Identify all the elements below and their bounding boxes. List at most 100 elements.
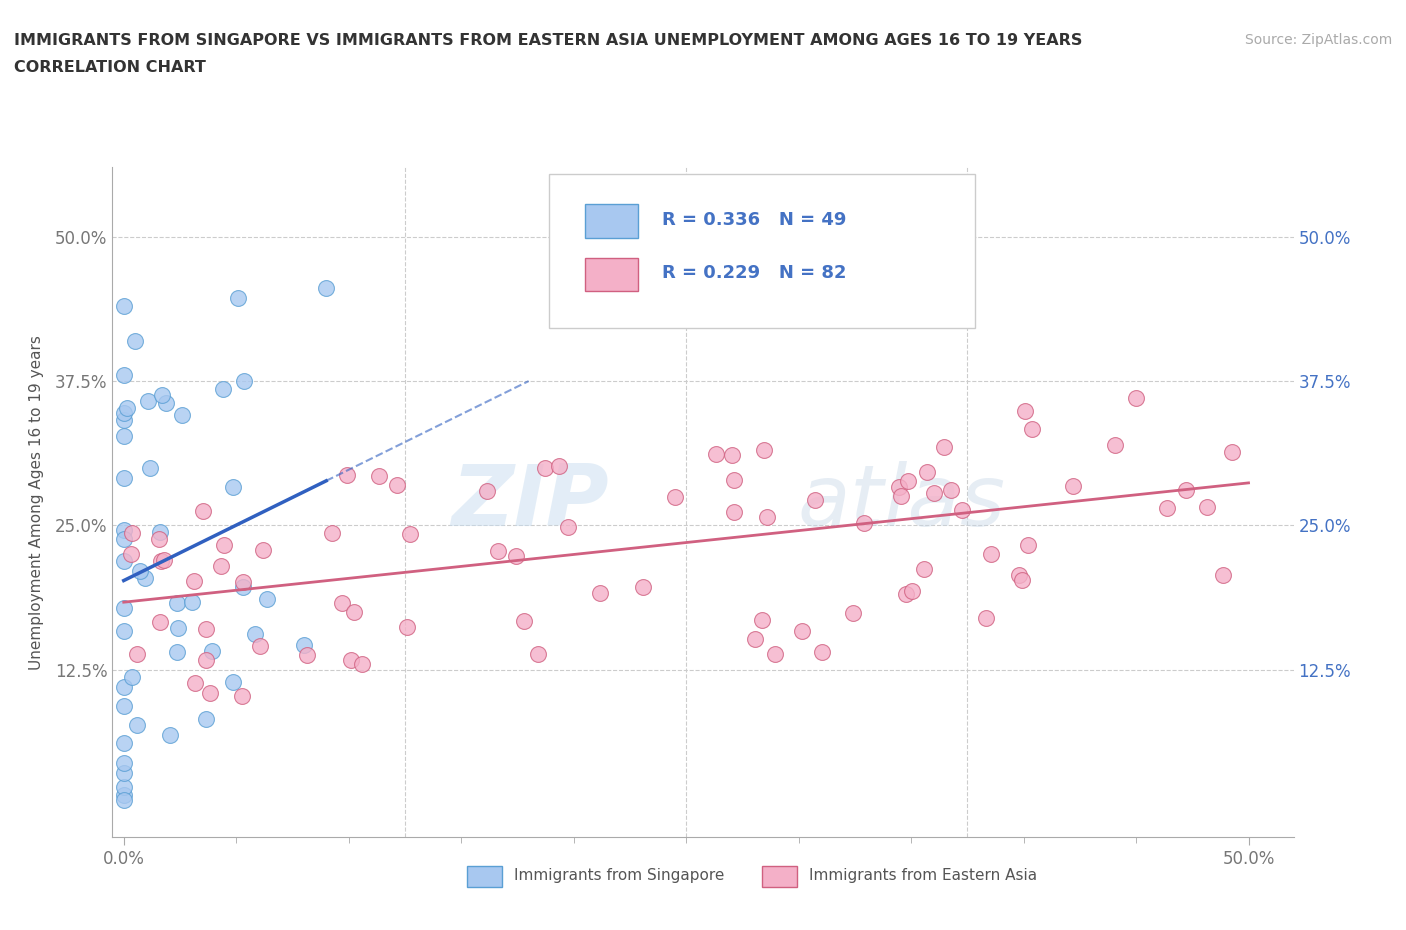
- Point: [1008, 568, 1031, 583]
- Point: [232, 579, 254, 594]
- Text: IMMIGRANTS FROM SINGAPORE VS IMMIGRANTS FROM EASTERN ASIA UNEMPLOYMENT AMONG AGE: IMMIGRANTS FROM SINGAPORE VS IMMIGRANTS …: [14, 33, 1083, 47]
- Point: [475, 484, 498, 498]
- Point: [332, 595, 354, 610]
- Point: [1125, 391, 1147, 405]
- Point: [339, 652, 361, 667]
- Point: [252, 542, 274, 557]
- Point: [115, 400, 138, 415]
- Point: [751, 613, 773, 628]
- Point: [155, 396, 177, 411]
- Point: [841, 605, 863, 620]
- Point: [112, 601, 135, 616]
- Point: [121, 526, 143, 541]
- Point: [976, 610, 998, 625]
- Text: Immigrants from Singapore: Immigrants from Singapore: [515, 869, 724, 883]
- Point: [1220, 445, 1243, 459]
- Point: [112, 522, 135, 537]
- Point: [112, 756, 135, 771]
- Point: [1062, 479, 1084, 494]
- Point: [548, 458, 571, 473]
- Point: [112, 779, 135, 794]
- Point: [129, 564, 152, 578]
- Point: [232, 575, 254, 590]
- Point: [513, 614, 536, 629]
- Point: [631, 579, 654, 594]
- Text: R = 0.336   N = 49: R = 0.336 N = 49: [662, 210, 846, 229]
- Text: Source: ZipAtlas.com: Source: ZipAtlas.com: [1244, 33, 1392, 46]
- Point: [887, 479, 910, 494]
- Point: [222, 674, 245, 689]
- Point: [112, 787, 135, 802]
- Point: [112, 554, 135, 569]
- Point: [315, 281, 337, 296]
- Point: [209, 558, 232, 573]
- Point: [704, 446, 727, 461]
- Point: [166, 596, 188, 611]
- Point: [321, 525, 343, 540]
- Text: R = 0.229   N = 82: R = 0.229 N = 82: [662, 264, 846, 282]
- Point: [1021, 422, 1043, 437]
- Point: [149, 553, 172, 568]
- Point: [112, 412, 135, 427]
- Point: [112, 766, 135, 781]
- Point: [588, 585, 610, 600]
- Point: [915, 464, 938, 479]
- Point: [183, 573, 205, 588]
- Point: [343, 604, 366, 619]
- FancyBboxPatch shape: [585, 205, 638, 238]
- Point: [396, 619, 419, 634]
- Point: [398, 526, 420, 541]
- Point: [1174, 482, 1197, 497]
- Y-axis label: Unemployment Among Ages 16 to 19 years: Unemployment Among Ages 16 to 19 years: [30, 335, 44, 670]
- Point: [120, 547, 142, 562]
- Point: [292, 638, 315, 653]
- Point: [127, 717, 149, 732]
- Point: [1212, 567, 1234, 582]
- Point: [1014, 404, 1036, 418]
- Point: [900, 299, 922, 313]
- Point: [723, 504, 745, 519]
- Point: [756, 510, 779, 525]
- Point: [134, 571, 156, 586]
- Point: [950, 502, 973, 517]
- Point: [723, 472, 745, 487]
- FancyBboxPatch shape: [550, 174, 974, 328]
- Point: [980, 547, 1002, 562]
- Point: [228, 290, 250, 305]
- Point: [112, 299, 135, 313]
- Point: [1017, 538, 1039, 552]
- Point: [1104, 438, 1126, 453]
- Point: [112, 471, 135, 485]
- Point: [890, 488, 912, 503]
- Point: [486, 544, 509, 559]
- Point: [112, 699, 135, 714]
- Point: [124, 333, 146, 348]
- Point: [194, 653, 217, 668]
- Point: [136, 394, 159, 409]
- Point: [352, 657, 374, 671]
- Point: [231, 689, 253, 704]
- Point: [150, 388, 173, 403]
- Point: [763, 647, 786, 662]
- Point: [901, 583, 924, 598]
- Point: [368, 468, 391, 483]
- Point: [852, 515, 875, 530]
- Point: [505, 548, 527, 563]
- Point: [121, 670, 143, 684]
- Point: [1156, 501, 1178, 516]
- Point: [184, 676, 207, 691]
- Point: [167, 621, 190, 636]
- Point: [932, 439, 955, 454]
- Point: [222, 480, 245, 495]
- Point: [922, 486, 945, 501]
- Point: [721, 447, 744, 462]
- Point: [112, 736, 135, 751]
- Point: [804, 493, 827, 508]
- Point: [200, 686, 222, 701]
- Point: [112, 405, 135, 420]
- Text: Immigrants from Eastern Asia: Immigrants from Eastern Asia: [810, 869, 1038, 883]
- Point: [112, 680, 135, 695]
- Point: [112, 531, 135, 546]
- Point: [166, 644, 188, 659]
- Point: [172, 408, 194, 423]
